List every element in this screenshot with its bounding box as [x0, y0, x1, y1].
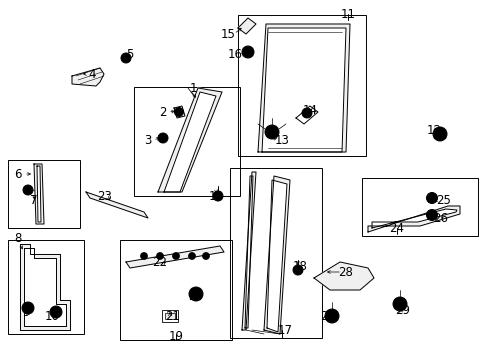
Bar [164, 313, 175, 319]
Circle shape [432, 127, 446, 141]
Text: 23: 23 [98, 189, 112, 202]
Polygon shape [158, 88, 222, 192]
Text: 11: 11 [340, 8, 355, 21]
Circle shape [325, 309, 338, 323]
Polygon shape [20, 244, 70, 330]
Text: 9: 9 [22, 306, 30, 320]
Bar [229, 168, 321, 338]
Polygon shape [262, 28, 346, 152]
Bar [120, 240, 231, 340]
Text: 5: 5 [126, 48, 133, 60]
Polygon shape [174, 106, 184, 118]
Text: 20: 20 [188, 289, 203, 302]
Circle shape [426, 210, 437, 220]
Text: 26: 26 [433, 211, 447, 225]
Text: 27: 27 [320, 310, 335, 323]
Bar [8, 240, 84, 334]
Circle shape [188, 252, 195, 260]
Circle shape [392, 297, 406, 311]
Circle shape [292, 265, 303, 275]
Polygon shape [72, 68, 104, 86]
Polygon shape [37, 166, 41, 222]
Polygon shape [266, 180, 286, 332]
Circle shape [50, 306, 62, 318]
Text: 24: 24 [389, 221, 404, 234]
Circle shape [174, 108, 183, 117]
Text: 2: 2 [159, 105, 166, 118]
Circle shape [264, 125, 279, 139]
Bar [361, 178, 477, 236]
Text: 13: 13 [274, 134, 289, 147]
Circle shape [302, 108, 311, 118]
Circle shape [22, 302, 34, 314]
Circle shape [189, 287, 203, 301]
Polygon shape [126, 246, 224, 268]
Polygon shape [264, 176, 289, 334]
Circle shape [158, 133, 168, 143]
Polygon shape [238, 18, 256, 34]
Text: 3: 3 [144, 134, 151, 147]
Circle shape [23, 185, 33, 195]
Bar [162, 310, 178, 322]
Text: 29: 29 [395, 303, 409, 316]
Polygon shape [24, 248, 66, 326]
Text: 25: 25 [436, 194, 450, 207]
Polygon shape [371, 209, 456, 228]
Text: 21: 21 [165, 310, 180, 323]
Text: 18: 18 [292, 261, 307, 274]
Text: 19: 19 [168, 329, 183, 342]
Text: 15: 15 [220, 27, 235, 40]
Text: 22: 22 [152, 256, 167, 269]
Polygon shape [258, 24, 349, 152]
Polygon shape [313, 262, 373, 290]
Text: 17: 17 [277, 324, 292, 337]
Circle shape [121, 53, 131, 63]
Bar [8, 160, 80, 228]
Text: 1: 1 [189, 81, 196, 94]
Bar [134, 87, 240, 196]
Circle shape [213, 191, 223, 201]
Polygon shape [367, 206, 459, 232]
Circle shape [242, 46, 253, 58]
Text: 28: 28 [338, 266, 353, 279]
Polygon shape [244, 176, 252, 328]
Text: 6: 6 [14, 168, 21, 181]
Circle shape [156, 252, 163, 260]
Polygon shape [295, 106, 317, 124]
Text: 12: 12 [426, 123, 441, 136]
Circle shape [426, 193, 437, 203]
Text: 16: 16 [227, 49, 242, 62]
Polygon shape [86, 192, 148, 218]
Polygon shape [242, 172, 256, 330]
Bar [238, 15, 365, 156]
Text: 10: 10 [44, 310, 60, 323]
Text: 8: 8 [14, 231, 21, 244]
Polygon shape [34, 164, 44, 224]
Text: 7: 7 [30, 194, 38, 207]
Polygon shape [163, 92, 216, 192]
Circle shape [172, 252, 179, 260]
Text: 18: 18 [208, 189, 223, 202]
Circle shape [140, 252, 147, 260]
Text: 4: 4 [88, 68, 96, 81]
Text: 14: 14 [302, 104, 317, 117]
Circle shape [202, 252, 209, 260]
